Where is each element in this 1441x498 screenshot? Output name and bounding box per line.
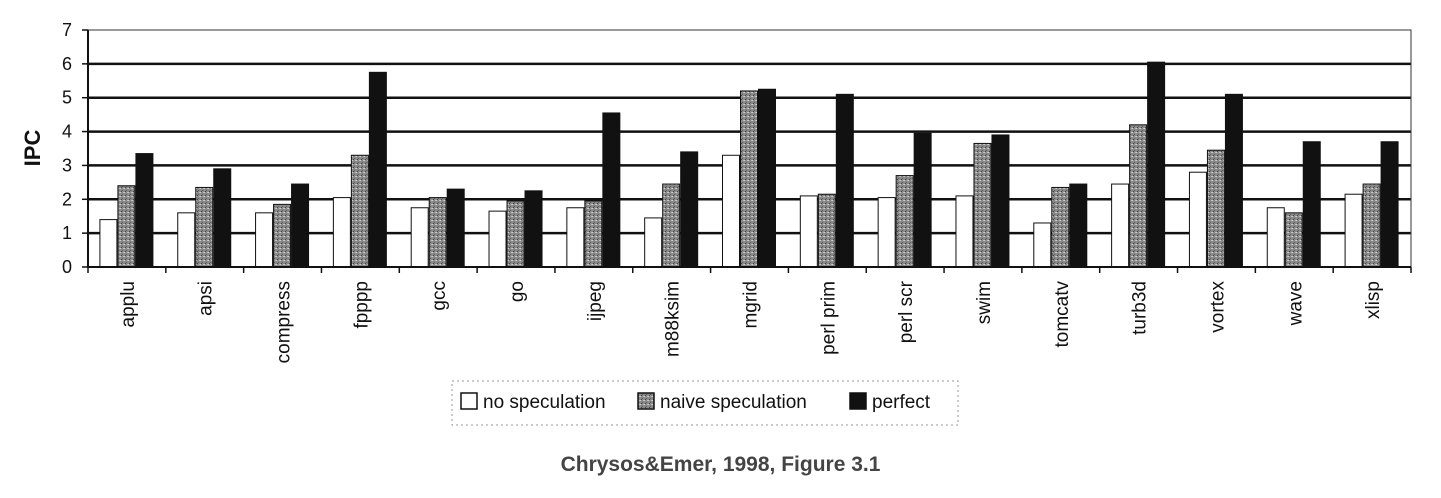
bar-naive-speculation-compress (273, 203, 292, 268)
x-tick-label-tomcatv: tomcatv (1052, 281, 1073, 348)
x-tick-label-compress: compress (274, 281, 295, 363)
bar-perfect-turb3d (1147, 61, 1166, 268)
x-tick-label-apsi: apsi (196, 281, 217, 316)
bar-no-speculation-vortex (1188, 171, 1207, 268)
bar-no-speculation-compress (255, 212, 274, 268)
bar-perfect-ijpeg (602, 112, 621, 268)
x-tick-labels: applu apsi compress fpppp gcc go ijpeg m88ksim m… (118, 280, 1384, 363)
bar-naive-speculation-wave (1284, 212, 1303, 268)
x-tick-label-ijpeg: ijpeg (585, 281, 606, 321)
bar-perfect-vortex (1224, 93, 1243, 268)
bar-naive-speculation-go (506, 200, 525, 268)
y-tick-labels: 0 1 2 3 4 5 6 7 (62, 20, 72, 277)
bar-perfect-applu (135, 153, 154, 268)
legend-swatch-perfect (849, 392, 867, 410)
y-tick-label: 3 (62, 155, 72, 175)
y-tick-label: 4 (62, 122, 72, 142)
bar-naive-speculation-perl-prim (817, 193, 836, 268)
bar-naive-speculation-swim (973, 142, 992, 268)
x-tick-label-wave: wave (1285, 281, 1306, 326)
bar-naive-speculation-m88ksim (662, 183, 681, 268)
bar-naive-speculation-turb3d (1129, 124, 1148, 268)
bar-no-speculation-swim (955, 195, 974, 268)
y-tick-label: 0 (62, 257, 72, 277)
bar-no-speculation-go (488, 210, 507, 268)
bar-no-speculation-ijpeg (566, 207, 585, 268)
legend-box (451, 380, 959, 426)
bar-no-speculation-gcc (410, 207, 429, 268)
legend-label-perfect: perfect (872, 392, 931, 413)
x-tick-label-gcc: gcc (429, 281, 450, 311)
x-tick-label-swim: swim (974, 281, 995, 324)
bar-perfect-xlisp (1380, 141, 1399, 268)
bar-naive-speculation-applu (117, 185, 136, 268)
bar-perfect-tomcatv (1069, 183, 1088, 268)
bar-perfect-m88ksim (680, 151, 699, 268)
x-tick-label-vortex: vortex (1207, 281, 1228, 333)
bar-no-speculation-applu (99, 219, 118, 268)
bar-no-speculation-fpppp (332, 197, 351, 268)
bar-perfect-perl-scr (913, 132, 932, 268)
legend: no speculation naive speculation perfect (451, 380, 959, 426)
bar-naive-speculation-apsi (195, 186, 214, 268)
bar-perfect-mgrid (758, 88, 776, 268)
bars (99, 61, 1399, 268)
bar-no-speculation-apsi (177, 212, 196, 268)
bar-naive-speculation-ijpeg (584, 200, 603, 268)
y-tick-label: 6 (62, 54, 72, 74)
bar-perfect-fpppp (368, 71, 387, 268)
bar-naive-speculation-fpppp (350, 154, 369, 268)
bar-naive-speculation-perl-scr (895, 175, 914, 268)
x-tick-label-m88ksim: m88ksim (663, 281, 684, 357)
x-tick-label-fpppp: fpppp (351, 281, 372, 329)
x-tick-label-xlisp: xlisp (1363, 281, 1384, 319)
legend-swatch-naive-speculation (637, 392, 655, 410)
bar-no-speculation-m88ksim (644, 217, 663, 268)
bar-no-speculation-turb3d (1111, 183, 1130, 268)
legend-swatch-no-speculation (460, 392, 478, 410)
bar-no-speculation-xlisp (1344, 193, 1363, 268)
x-tick-label-mgrid: mgrid (741, 281, 762, 329)
x-tick-label-applu: applu (118, 281, 139, 328)
y-tick-label: 5 (62, 88, 72, 108)
legend-label-no-speculation: no speculation (483, 392, 606, 413)
x-tick-label-perl-scr: perl scr (896, 280, 917, 343)
legend-label-naive-speculation: naive speculation (660, 392, 807, 413)
bar-no-speculation-perl-prim (799, 195, 818, 268)
bar-no-speculation-tomcatv (1033, 222, 1052, 268)
bar-perfect-wave (1302, 141, 1321, 268)
x-tick-label-perl-prim: perl prim (818, 281, 839, 355)
bar-perfect-perl-prim (835, 93, 854, 268)
x-tick-label-turb3d: turb3d (1130, 281, 1151, 335)
bar-naive-speculation-vortex (1206, 149, 1225, 268)
bar-no-speculation-perl-scr (877, 197, 896, 268)
bar-naive-speculation-gcc (428, 197, 447, 268)
bar-no-speculation-wave (1266, 207, 1285, 268)
bar-naive-speculation-mgrid (740, 90, 758, 268)
bar-perfect-gcc (446, 188, 465, 268)
bar-perfect-compress (291, 183, 310, 268)
bar-naive-speculation-tomcatv (1051, 186, 1070, 268)
y-tick-label: 7 (62, 20, 72, 40)
bar-naive-speculation-xlisp (1362, 183, 1381, 268)
y-tick-label: 2 (62, 189, 72, 209)
y-axis-label: IPC (20, 130, 45, 167)
figure-caption: Chrysos&Emer, 1998, Figure 3.1 (560, 453, 881, 476)
bar-perfect-go (524, 190, 543, 268)
bar-perfect-swim (991, 134, 1010, 268)
bar-perfect-apsi (213, 168, 232, 268)
x-tick-label-go: go (507, 281, 528, 302)
y-tick-label: 1 (62, 223, 72, 243)
axes (82, 29, 1412, 273)
bar-no-speculation-mgrid (722, 154, 740, 268)
